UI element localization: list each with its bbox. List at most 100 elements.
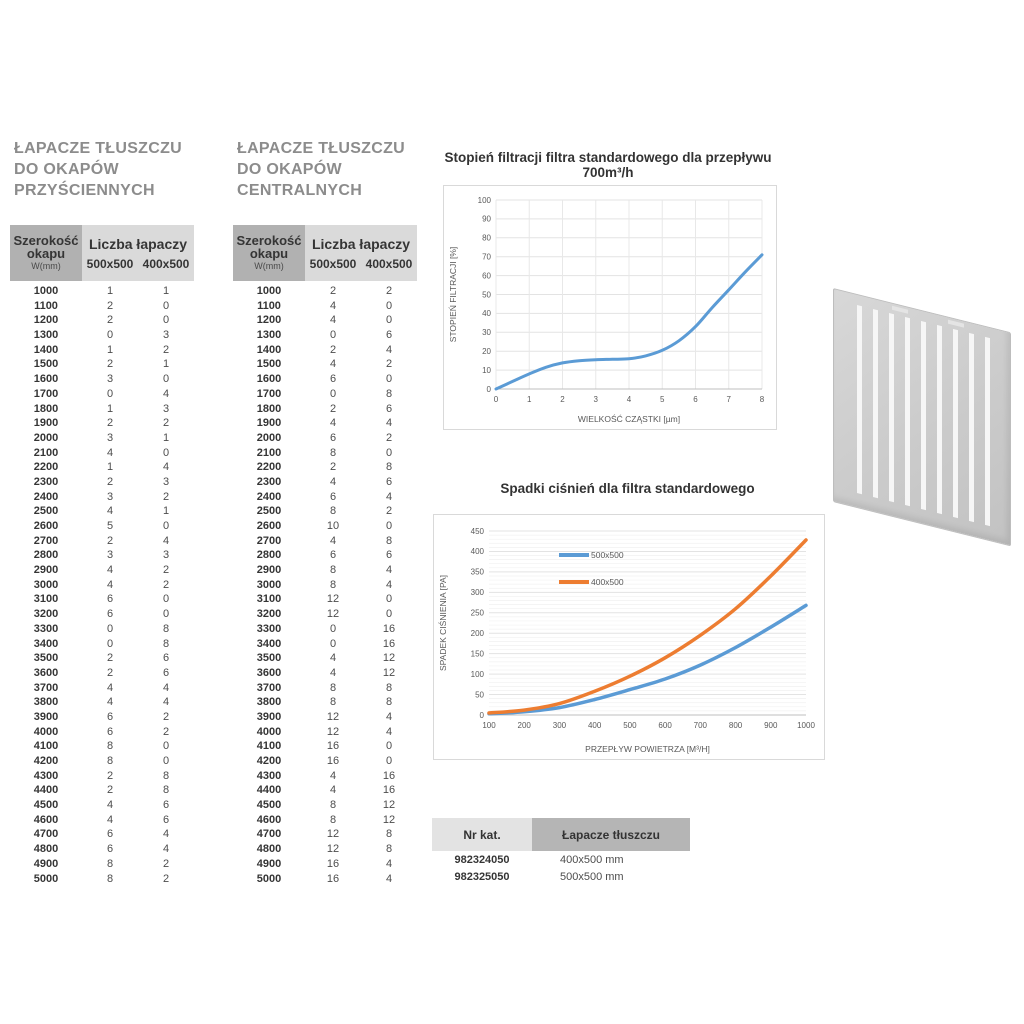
table-row: 1900 4 4 [256, 417, 393, 430]
table-row: 4000 6 2 [33, 725, 170, 738]
svg-text:0: 0 [487, 385, 492, 394]
legend-item: 500x500 [591, 550, 624, 560]
filtration-chart-title: Stopień filtracji filtra standardowego d… [444, 150, 772, 180]
svg-text:WIELKOŚĆ CZĄSTKI [µm]: WIELKOŚĆ CZĄSTKI [µm] [578, 413, 680, 424]
table-row: 4700 6 4 [33, 828, 170, 841]
table-row: 2700 4 8 [256, 534, 393, 547]
svg-text:600: 600 [658, 721, 672, 730]
svg-text:7: 7 [727, 395, 732, 404]
pressure-chart-title: Spadki ciśnień dla filtra standardowego [500, 481, 755, 496]
table-body: 1000 1 1 1100 2 0 1200 2 0 1300 0 3 1400 1 2 1500 2 1 1600… [10, 284, 194, 886]
table-row: 1200 4 0 [256, 314, 393, 327]
table-row: 2400 6 4 [256, 490, 393, 503]
table-row: 2700 2 4 [33, 534, 170, 547]
title-line: CENTRALNYCH [237, 182, 363, 199]
filtration-chart-svg: 0 10 20 30 40 50 60 70 80 90 100 0 1 2 3 4 5 6 7 8 WIELKOŚĆ … [448, 196, 765, 424]
svg-text:3: 3 [594, 395, 599, 404]
svg-text:80: 80 [482, 234, 491, 243]
table-row: 2200 1 4 [33, 461, 170, 474]
header-catalog-no: Nr kat. [432, 818, 532, 851]
header-hood-width: Szerokość okapu W(mm) [10, 225, 82, 281]
table-row: 4300 4 16 [256, 769, 396, 782]
header-size-500: 500x500 [86, 256, 134, 271]
table-row: 2500 8 2 [256, 505, 393, 518]
svg-text:700: 700 [694, 721, 708, 730]
table-row: 3500 4 12 [256, 652, 396, 665]
svg-text:5: 5 [660, 395, 665, 404]
filter-slots [846, 302, 1000, 529]
svg-text:90: 90 [482, 215, 491, 224]
table-row: 1300 0 3 [33, 329, 170, 342]
svg-text:200: 200 [471, 629, 485, 638]
svg-text:100: 100 [482, 721, 496, 730]
svg-text:1: 1 [527, 395, 532, 404]
table-row: 1700 0 4 [33, 387, 170, 400]
svg-text:6: 6 [693, 395, 698, 404]
table-row: 3300 0 16 [256, 622, 396, 635]
header-catch-count: Liczba łapaczy 500x500 400x500 [82, 225, 194, 281]
table-row: 3600 2 6 [33, 666, 170, 679]
svg-text:50: 50 [475, 690, 484, 699]
table-row: 3800 8 8 [256, 696, 393, 709]
table-row: 4400 4 16 [256, 784, 396, 797]
svg-text:0: 0 [494, 395, 499, 404]
legend-item: 400x500 [591, 577, 624, 587]
svg-text:1000: 1000 [797, 721, 815, 730]
table-row: 1600 6 0 [256, 373, 393, 386]
svg-text:500: 500 [623, 721, 637, 730]
svg-text:4: 4 [627, 395, 632, 404]
table-row: 3300 0 8 [33, 622, 170, 635]
table-row: 1000 2 2 [256, 285, 393, 297]
svg-text:400: 400 [588, 721, 602, 730]
table-row: 2000 6 2 [256, 431, 393, 444]
table-body: 1000 2 2 1100 4 0 1200 4 0 1300 0 6 1400 2 4 1500 4 2 1600… [233, 284, 417, 886]
table-row: 4800 12 8 [256, 843, 393, 856]
table-row: 2100 4 0 [33, 446, 170, 459]
header-size-400: 400x500 [142, 256, 190, 271]
svg-text:900: 900 [764, 721, 778, 730]
table-row: 4900 16 4 [256, 857, 393, 870]
svg-text:250: 250 [471, 609, 485, 618]
svg-text:300: 300 [471, 588, 485, 597]
table-row: 3500 2 6 [33, 652, 170, 665]
svg-text:30: 30 [482, 328, 491, 337]
svg-text:300: 300 [553, 721, 567, 730]
table-row: 4500 8 12 [256, 799, 396, 812]
table-row: 1700 0 8 [256, 387, 393, 400]
table-row: 1100 4 0 [257, 299, 393, 312]
svg-text:150: 150 [471, 649, 485, 658]
table-header: Szerokość okapu W(mm) Liczba łapaczy 500… [10, 225, 194, 281]
svg-text:60: 60 [482, 271, 491, 280]
header-catch-count: Liczba łapaczy 500x500 400x500 [305, 225, 417, 281]
section-title-central-hoods: ŁAPACZE TŁUSZCZU DO OKAPÓW CENTRALNYCH [237, 138, 405, 201]
table-row: 3800 4 4 [33, 696, 170, 709]
svg-text:70: 70 [482, 253, 491, 262]
table-row: 4300 2 8 [33, 769, 170, 782]
svg-text:0: 0 [480, 711, 485, 720]
title-line: ŁAPACZE TŁUSZCZU [14, 140, 183, 157]
table-row: 3000 4 2 [33, 578, 170, 591]
table-row: 4100 8 0 [33, 740, 170, 753]
svg-text:200: 200 [518, 721, 532, 730]
header-size-400: 400x500 [365, 256, 413, 271]
svg-text:STOPIEŃ FILTRACJI [%]: STOPIEŃ FILTRACJI [%] [448, 247, 458, 343]
table-row: 3400 0 16 [256, 637, 396, 650]
filtration-chart: 0 10 20 30 40 50 60 70 80 90 100 0 1 2 3 4 5 6 7 8 WIELKOŚĆ … [443, 185, 777, 430]
table-row: 1600 3 0 [33, 373, 170, 386]
table-row: 5000 8 2 [33, 872, 170, 885]
section-title-wall-hoods: ŁAPACZE TŁUSZCZU DO OKAPÓW PRZYŚCIENNYCH [14, 138, 182, 201]
catalog-row: 982324050 400x500 mm [454, 854, 624, 866]
table-row: 3900 6 2 [33, 710, 170, 723]
table-row: 4700 12 8 [256, 828, 393, 841]
table-row: 3400 0 8 [33, 637, 170, 650]
table-row: 3700 4 4 [33, 681, 170, 694]
table-row: 3000 8 4 [256, 578, 393, 591]
table-row: 3600 4 12 [256, 666, 396, 679]
table-row: 2800 6 6 [256, 549, 393, 562]
header-grease-catchers: Łapacze tłuszczu [532, 818, 690, 851]
table-row: 5000 16 4 [256, 872, 393, 885]
table-row: 1800 1 3 [33, 402, 170, 415]
table-row: 3200 6 0 [33, 608, 170, 621]
table-row: 2000 3 1 [33, 431, 170, 444]
